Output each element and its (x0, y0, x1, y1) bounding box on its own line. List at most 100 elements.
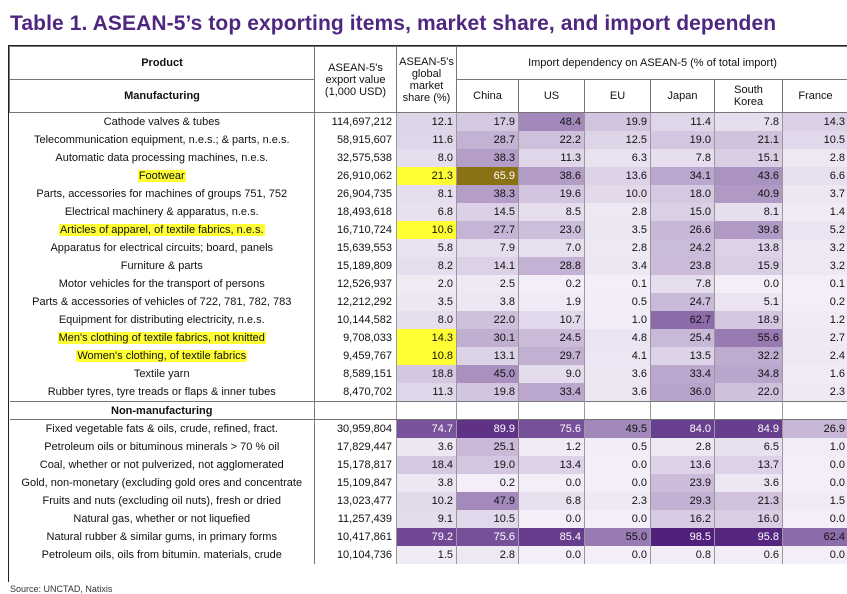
product-name-cell: Parts, accessories for machines of group… (10, 185, 315, 203)
dependency-cell: 84.9 (715, 420, 783, 439)
table-row: Fixed vegetable fats & oils, crude, refi… (10, 420, 847, 439)
product-name: Men's clothing of textile fabrics, not k… (58, 332, 266, 344)
export-value-cell: 11,257,439 (315, 510, 397, 528)
market-share-cell: 10.6 (397, 221, 457, 239)
product-name-cell: Automatic data processing machines, n.e.… (10, 149, 315, 167)
dependency-cell: 16.2 (651, 510, 715, 528)
dependency-cell: 3.2 (783, 239, 847, 257)
export-value-cell: 15,189,809 (315, 257, 397, 275)
product-name-cell: Men's clothing of textile fabrics, not k… (10, 329, 315, 347)
export-value-cell: 10,144,582 (315, 311, 397, 329)
table-row: Petroleum oils, oils from bitumin. mater… (10, 546, 847, 564)
product-name-cell: Electrical machinery & apparatus, n.e.s. (10, 203, 315, 221)
dependency-cell: 6.3 (585, 149, 651, 167)
product-name: Apparatus for electrical circuits; board… (50, 242, 273, 254)
dependency-cell: 10.7 (519, 311, 585, 329)
product-name: Footwear (138, 170, 186, 182)
dependency-cell: 3.8 (457, 293, 519, 311)
product-name: Textile yarn (134, 368, 190, 380)
dependency-cell: 3.4 (585, 257, 651, 275)
dependency-cell: 22.0 (715, 383, 783, 402)
dependency-cell: 39.8 (715, 221, 783, 239)
dependency-cell: 28.8 (519, 257, 585, 275)
dependency-cell: 19.9 (585, 113, 651, 132)
header-country-eu: EU (585, 80, 651, 113)
product-name: Cathode valves & tubes (104, 116, 220, 128)
section-filler-cell (651, 402, 715, 420)
export-value-cell: 8,589,151 (315, 365, 397, 383)
header-country-us: US (519, 80, 585, 113)
section-filler-cell (715, 402, 783, 420)
product-name: Fixed vegetable fats & oils, crude, refi… (46, 423, 278, 435)
dependency-cell: 11.4 (651, 113, 715, 132)
header-global-share: ASEAN-5's global market share (%) (397, 47, 457, 113)
product-name: Equipment for distributing electricity, … (59, 314, 265, 326)
export-value-cell: 10,417,861 (315, 528, 397, 546)
dependency-cell: 1.0 (585, 311, 651, 329)
dependency-cell: 1.9 (519, 293, 585, 311)
data-table-frame: Product ASEAN-5's export value (1,000 US… (8, 45, 847, 582)
dependency-cell: 47.9 (457, 492, 519, 510)
market-share-cell: 8.0 (397, 311, 457, 329)
dependency-cell: 7.8 (651, 275, 715, 293)
export-value-cell: 16,710,724 (315, 221, 397, 239)
dependency-cell: 62.4 (783, 528, 847, 546)
header-country-china: China (457, 80, 519, 113)
product-name-cell: Petroleum oils, oils from bitumin. mater… (10, 546, 315, 564)
dependency-cell: 10.5 (457, 510, 519, 528)
dependency-cell: 1.2 (783, 311, 847, 329)
product-name: Petroleum oils or bituminous minerals > … (44, 441, 279, 453)
export-value-cell: 15,639,553 (315, 239, 397, 257)
product-name: Automatic data processing machines, n.e.… (55, 152, 268, 164)
table-row: Natural rubber & similar gums, in primar… (10, 528, 847, 546)
dependency-cell: 7.9 (457, 239, 519, 257)
dependency-cell: 38.3 (457, 185, 519, 203)
dependency-cell: 28.7 (457, 131, 519, 149)
product-name: Petroleum oils, oils from bitumin. mater… (42, 549, 282, 561)
dependency-cell: 75.6 (519, 420, 585, 439)
dependency-cell: 2.8 (457, 546, 519, 564)
dependency-cell: 48.4 (519, 113, 585, 132)
product-name: Women's clothing, of textile fabrics (76, 350, 247, 362)
export-value-cell: 26,904,735 (315, 185, 397, 203)
market-share-cell: 14.3 (397, 329, 457, 347)
table-row: Petroleum oils or bituminous minerals > … (10, 438, 847, 456)
export-value-cell: 58,915,607 (315, 131, 397, 149)
dependency-cell: 2.7 (783, 329, 847, 347)
dependency-cell: 5.2 (783, 221, 847, 239)
dependency-cell: 19.0 (651, 131, 715, 149)
dependency-cell: 32.2 (715, 347, 783, 365)
market-share-cell: 8.2 (397, 257, 457, 275)
market-share-cell: 8.0 (397, 149, 457, 167)
dependency-cell: 1.0 (783, 438, 847, 456)
dependency-cell: 33.4 (519, 383, 585, 402)
product-name-cell: Articles of apparel, of textile fabrics,… (10, 221, 315, 239)
dependency-cell: 13.1 (457, 347, 519, 365)
dependency-cell: 15.1 (715, 149, 783, 167)
section-filler-cell (783, 402, 847, 420)
product-name-cell: Natural rubber & similar gums, in primar… (10, 528, 315, 546)
section-filler-cell (457, 402, 519, 420)
dependency-cell: 3.6 (585, 383, 651, 402)
table-row: Gold, non-monetary (excluding gold ores … (10, 474, 847, 492)
dependency-cell: 34.8 (715, 365, 783, 383)
dependency-cell: 98.5 (651, 528, 715, 546)
dependency-cell: 9.0 (519, 365, 585, 383)
dependency-cell: 43.6 (715, 167, 783, 185)
product-name-cell: Apparatus for electrical circuits; board… (10, 239, 315, 257)
table-row: Articles of apparel, of textile fabrics,… (10, 221, 847, 239)
dependency-cell: 1.6 (783, 365, 847, 383)
product-name: Articles of apparel, of textile fabrics,… (59, 224, 265, 236)
dependency-cell: 40.9 (715, 185, 783, 203)
product-name: Natural rubber & similar gums, in primar… (47, 531, 277, 543)
dependency-cell: 19.0 (457, 456, 519, 474)
table-row: Electrical machinery & apparatus, n.e.s.… (10, 203, 847, 221)
section-filler-cell (397, 402, 457, 420)
product-name: Rubber tyres, tyre treads or flaps & inn… (48, 386, 276, 398)
dependency-cell: 34.1 (651, 167, 715, 185)
export-value-cell: 12,526,937 (315, 275, 397, 293)
dependency-cell: 6.8 (519, 492, 585, 510)
dependency-cell: 10.0 (585, 185, 651, 203)
dependency-cell: 19.8 (457, 383, 519, 402)
